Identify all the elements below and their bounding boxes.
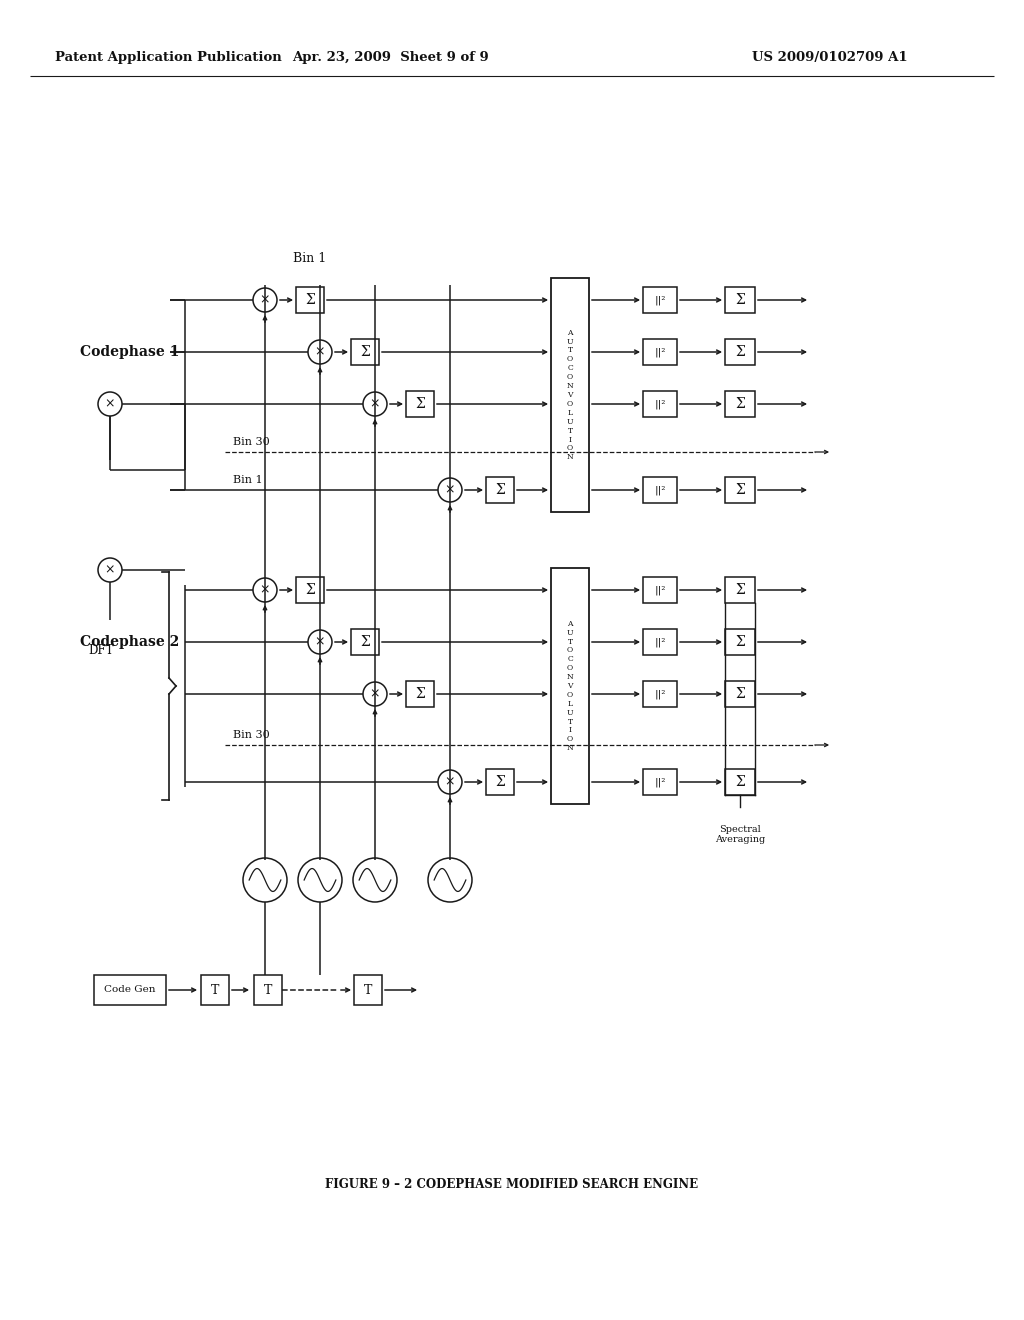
FancyBboxPatch shape: [406, 681, 434, 708]
FancyBboxPatch shape: [351, 339, 379, 366]
Text: Σ: Σ: [735, 293, 744, 308]
Circle shape: [253, 578, 278, 602]
Text: Patent Application Publication: Patent Application Publication: [55, 51, 282, 65]
FancyBboxPatch shape: [725, 770, 755, 795]
Text: Σ: Σ: [496, 483, 505, 498]
FancyBboxPatch shape: [725, 391, 755, 417]
FancyBboxPatch shape: [643, 391, 677, 417]
Circle shape: [98, 392, 122, 416]
Text: Codephase 2: Codephase 2: [80, 635, 179, 649]
Circle shape: [308, 341, 332, 364]
Text: Σ: Σ: [735, 397, 744, 411]
Circle shape: [362, 392, 387, 416]
FancyBboxPatch shape: [296, 286, 324, 313]
Circle shape: [353, 858, 397, 902]
Text: DFT: DFT: [88, 644, 114, 656]
Text: Σ: Σ: [735, 775, 744, 789]
FancyBboxPatch shape: [551, 279, 589, 512]
FancyBboxPatch shape: [486, 477, 514, 503]
Text: Σ: Σ: [360, 345, 370, 359]
Text: Σ: Σ: [496, 775, 505, 789]
Text: Σ: Σ: [735, 483, 744, 498]
Text: Code Gen: Code Gen: [104, 986, 156, 994]
FancyBboxPatch shape: [725, 339, 755, 366]
FancyBboxPatch shape: [725, 477, 755, 503]
Text: Codephase 1: Codephase 1: [80, 345, 179, 359]
FancyBboxPatch shape: [643, 770, 677, 795]
FancyBboxPatch shape: [254, 975, 282, 1005]
Text: Apr. 23, 2009  Sheet 9 of 9: Apr. 23, 2009 Sheet 9 of 9: [292, 51, 488, 65]
FancyBboxPatch shape: [551, 568, 589, 804]
Text: Σ: Σ: [735, 583, 744, 597]
Text: A
U
T
O
C
O
N
V
O
L
U
T
I
O
N: A U T O C O N V O L U T I O N: [566, 329, 573, 461]
FancyBboxPatch shape: [643, 630, 677, 655]
FancyBboxPatch shape: [725, 681, 755, 708]
Circle shape: [298, 858, 342, 902]
Text: Σ: Σ: [415, 686, 425, 701]
FancyBboxPatch shape: [643, 681, 677, 708]
Text: Spectral
Averaging: Spectral Averaging: [715, 825, 765, 845]
FancyBboxPatch shape: [725, 286, 755, 313]
Text: T: T: [364, 983, 372, 997]
Text: Bin 30: Bin 30: [233, 730, 269, 741]
Text: ||²: ||²: [654, 777, 666, 787]
Circle shape: [362, 682, 387, 706]
FancyBboxPatch shape: [201, 975, 229, 1005]
Text: Σ: Σ: [415, 397, 425, 411]
FancyBboxPatch shape: [486, 770, 514, 795]
Text: T: T: [264, 983, 272, 997]
FancyBboxPatch shape: [351, 630, 379, 655]
Circle shape: [438, 478, 462, 502]
Circle shape: [98, 558, 122, 582]
FancyBboxPatch shape: [643, 577, 677, 603]
Text: ×: ×: [260, 583, 270, 597]
Text: Bin 30: Bin 30: [233, 437, 269, 447]
Text: ||²: ||²: [654, 399, 666, 409]
FancyBboxPatch shape: [643, 477, 677, 503]
Circle shape: [243, 858, 287, 902]
Text: ||²: ||²: [654, 347, 666, 356]
Circle shape: [428, 858, 472, 902]
Text: ×: ×: [370, 688, 380, 701]
Text: ||²: ||²: [654, 296, 666, 305]
Text: ||²: ||²: [654, 638, 666, 647]
Text: ×: ×: [260, 293, 270, 306]
FancyBboxPatch shape: [643, 339, 677, 366]
Text: ×: ×: [314, 346, 326, 359]
FancyBboxPatch shape: [725, 577, 755, 603]
Text: Σ: Σ: [735, 686, 744, 701]
Text: ×: ×: [104, 564, 116, 577]
Text: Σ: Σ: [735, 345, 744, 359]
FancyBboxPatch shape: [354, 975, 382, 1005]
Text: FIGURE 9 – 2 CODEPHASE MODIFIED SEARCH ENGINE: FIGURE 9 – 2 CODEPHASE MODIFIED SEARCH E…: [326, 1179, 698, 1192]
FancyBboxPatch shape: [406, 391, 434, 417]
Text: A
U
T
O
C
O
N
V
O
L
U
T
I
O
N: A U T O C O N V O L U T I O N: [566, 619, 573, 752]
Text: ||²: ||²: [654, 486, 666, 495]
Text: Bin 1: Bin 1: [293, 252, 327, 264]
Text: T: T: [211, 983, 219, 997]
Text: Σ: Σ: [305, 293, 314, 308]
Text: ×: ×: [314, 635, 326, 648]
Circle shape: [438, 770, 462, 795]
FancyBboxPatch shape: [296, 577, 324, 603]
Text: ×: ×: [444, 483, 456, 496]
Text: US 2009/0102709 A1: US 2009/0102709 A1: [753, 51, 908, 65]
FancyBboxPatch shape: [725, 630, 755, 655]
Text: ×: ×: [104, 397, 116, 411]
FancyBboxPatch shape: [94, 975, 166, 1005]
Text: Bin 1: Bin 1: [233, 475, 262, 484]
Text: ||²: ||²: [654, 585, 666, 595]
Circle shape: [253, 288, 278, 312]
Text: Σ: Σ: [735, 635, 744, 649]
Text: Σ: Σ: [305, 583, 314, 597]
Text: ||²: ||²: [654, 689, 666, 698]
Circle shape: [308, 630, 332, 653]
Text: ×: ×: [444, 776, 456, 788]
FancyBboxPatch shape: [643, 286, 677, 313]
Text: ×: ×: [370, 397, 380, 411]
Text: Σ: Σ: [360, 635, 370, 649]
